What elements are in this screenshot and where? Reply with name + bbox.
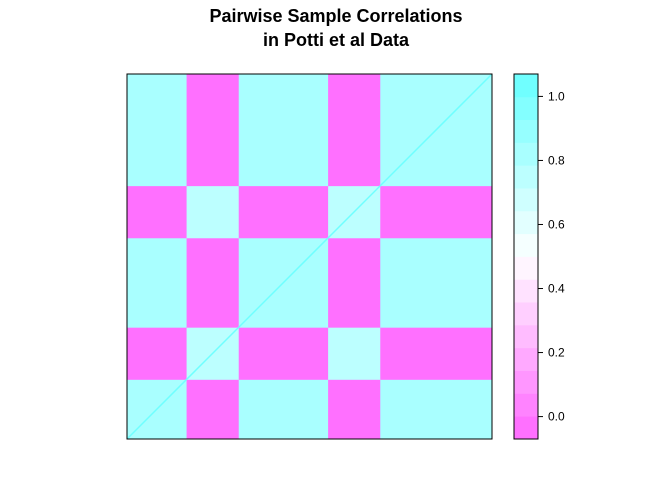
heatmap-block [380, 185, 493, 239]
colorbar-tick-label: 0.2 [548, 346, 565, 360]
heatmap-block [238, 74, 329, 187]
heatmap-block [238, 379, 329, 440]
colorbar-tick-label: 0.0 [548, 410, 565, 424]
colorbar [514, 74, 538, 440]
heatmap-block [238, 327, 329, 380]
heatmap-block [127, 74, 187, 187]
colorbar-level [514, 347, 538, 371]
colorbar-level [514, 393, 538, 417]
colorbar-tick-label: 0.6 [548, 217, 565, 231]
colorbar-level [514, 416, 538, 440]
colorbar-level [514, 302, 538, 326]
chart-title-line-2: in Potti et al Data [262, 30, 410, 50]
colorbar-level [514, 324, 538, 349]
heatmap-block [328, 74, 381, 187]
colorbar-level [514, 233, 538, 257]
colorbar-level [514, 370, 538, 394]
colorbar-level [514, 279, 538, 303]
heatmap-block [238, 185, 329, 239]
heatmap-block [186, 185, 240, 239]
colorbar-level [514, 119, 538, 143]
heatmap-block [380, 237, 493, 328]
heatmap-block [328, 379, 381, 440]
chart-title-line-1: Pairwise Sample Correlations [209, 6, 463, 26]
heatmap-block [186, 379, 240, 440]
colorbar-level [514, 74, 538, 98]
heatmap-block [127, 237, 187, 328]
heatmap-cells [126, 73, 493, 440]
heatmap-block [127, 327, 187, 380]
heatmap-diagonal [126, 73, 493, 440]
colorbar-level [514, 256, 538, 280]
colorbar-level [514, 96, 538, 121]
heatmap-block [328, 327, 381, 380]
plot-frame [126, 73, 493, 440]
heatmap-block [186, 74, 240, 187]
heatmap-block [380, 327, 493, 380]
heatmap-block [186, 237, 240, 328]
colorbar-tick-label: 0.8 [548, 153, 565, 167]
colorbar-level [514, 188, 538, 212]
colorbar-level [514, 142, 538, 166]
colorbar-level [514, 165, 538, 189]
colorbar-tick-label: 1.0 [548, 89, 565, 103]
heatmap-block [127, 185, 187, 239]
colorbar-ticks: 0.0 0.2 0.4 0.6 0.8 1.0 [538, 89, 565, 424]
heatmap-block [380, 379, 493, 440]
colorbar-frame [513, 73, 539, 440]
heatmap-block [328, 237, 381, 328]
colorbar-level [514, 210, 538, 235]
colorbar-tick-label: 0.4 [548, 282, 565, 296]
